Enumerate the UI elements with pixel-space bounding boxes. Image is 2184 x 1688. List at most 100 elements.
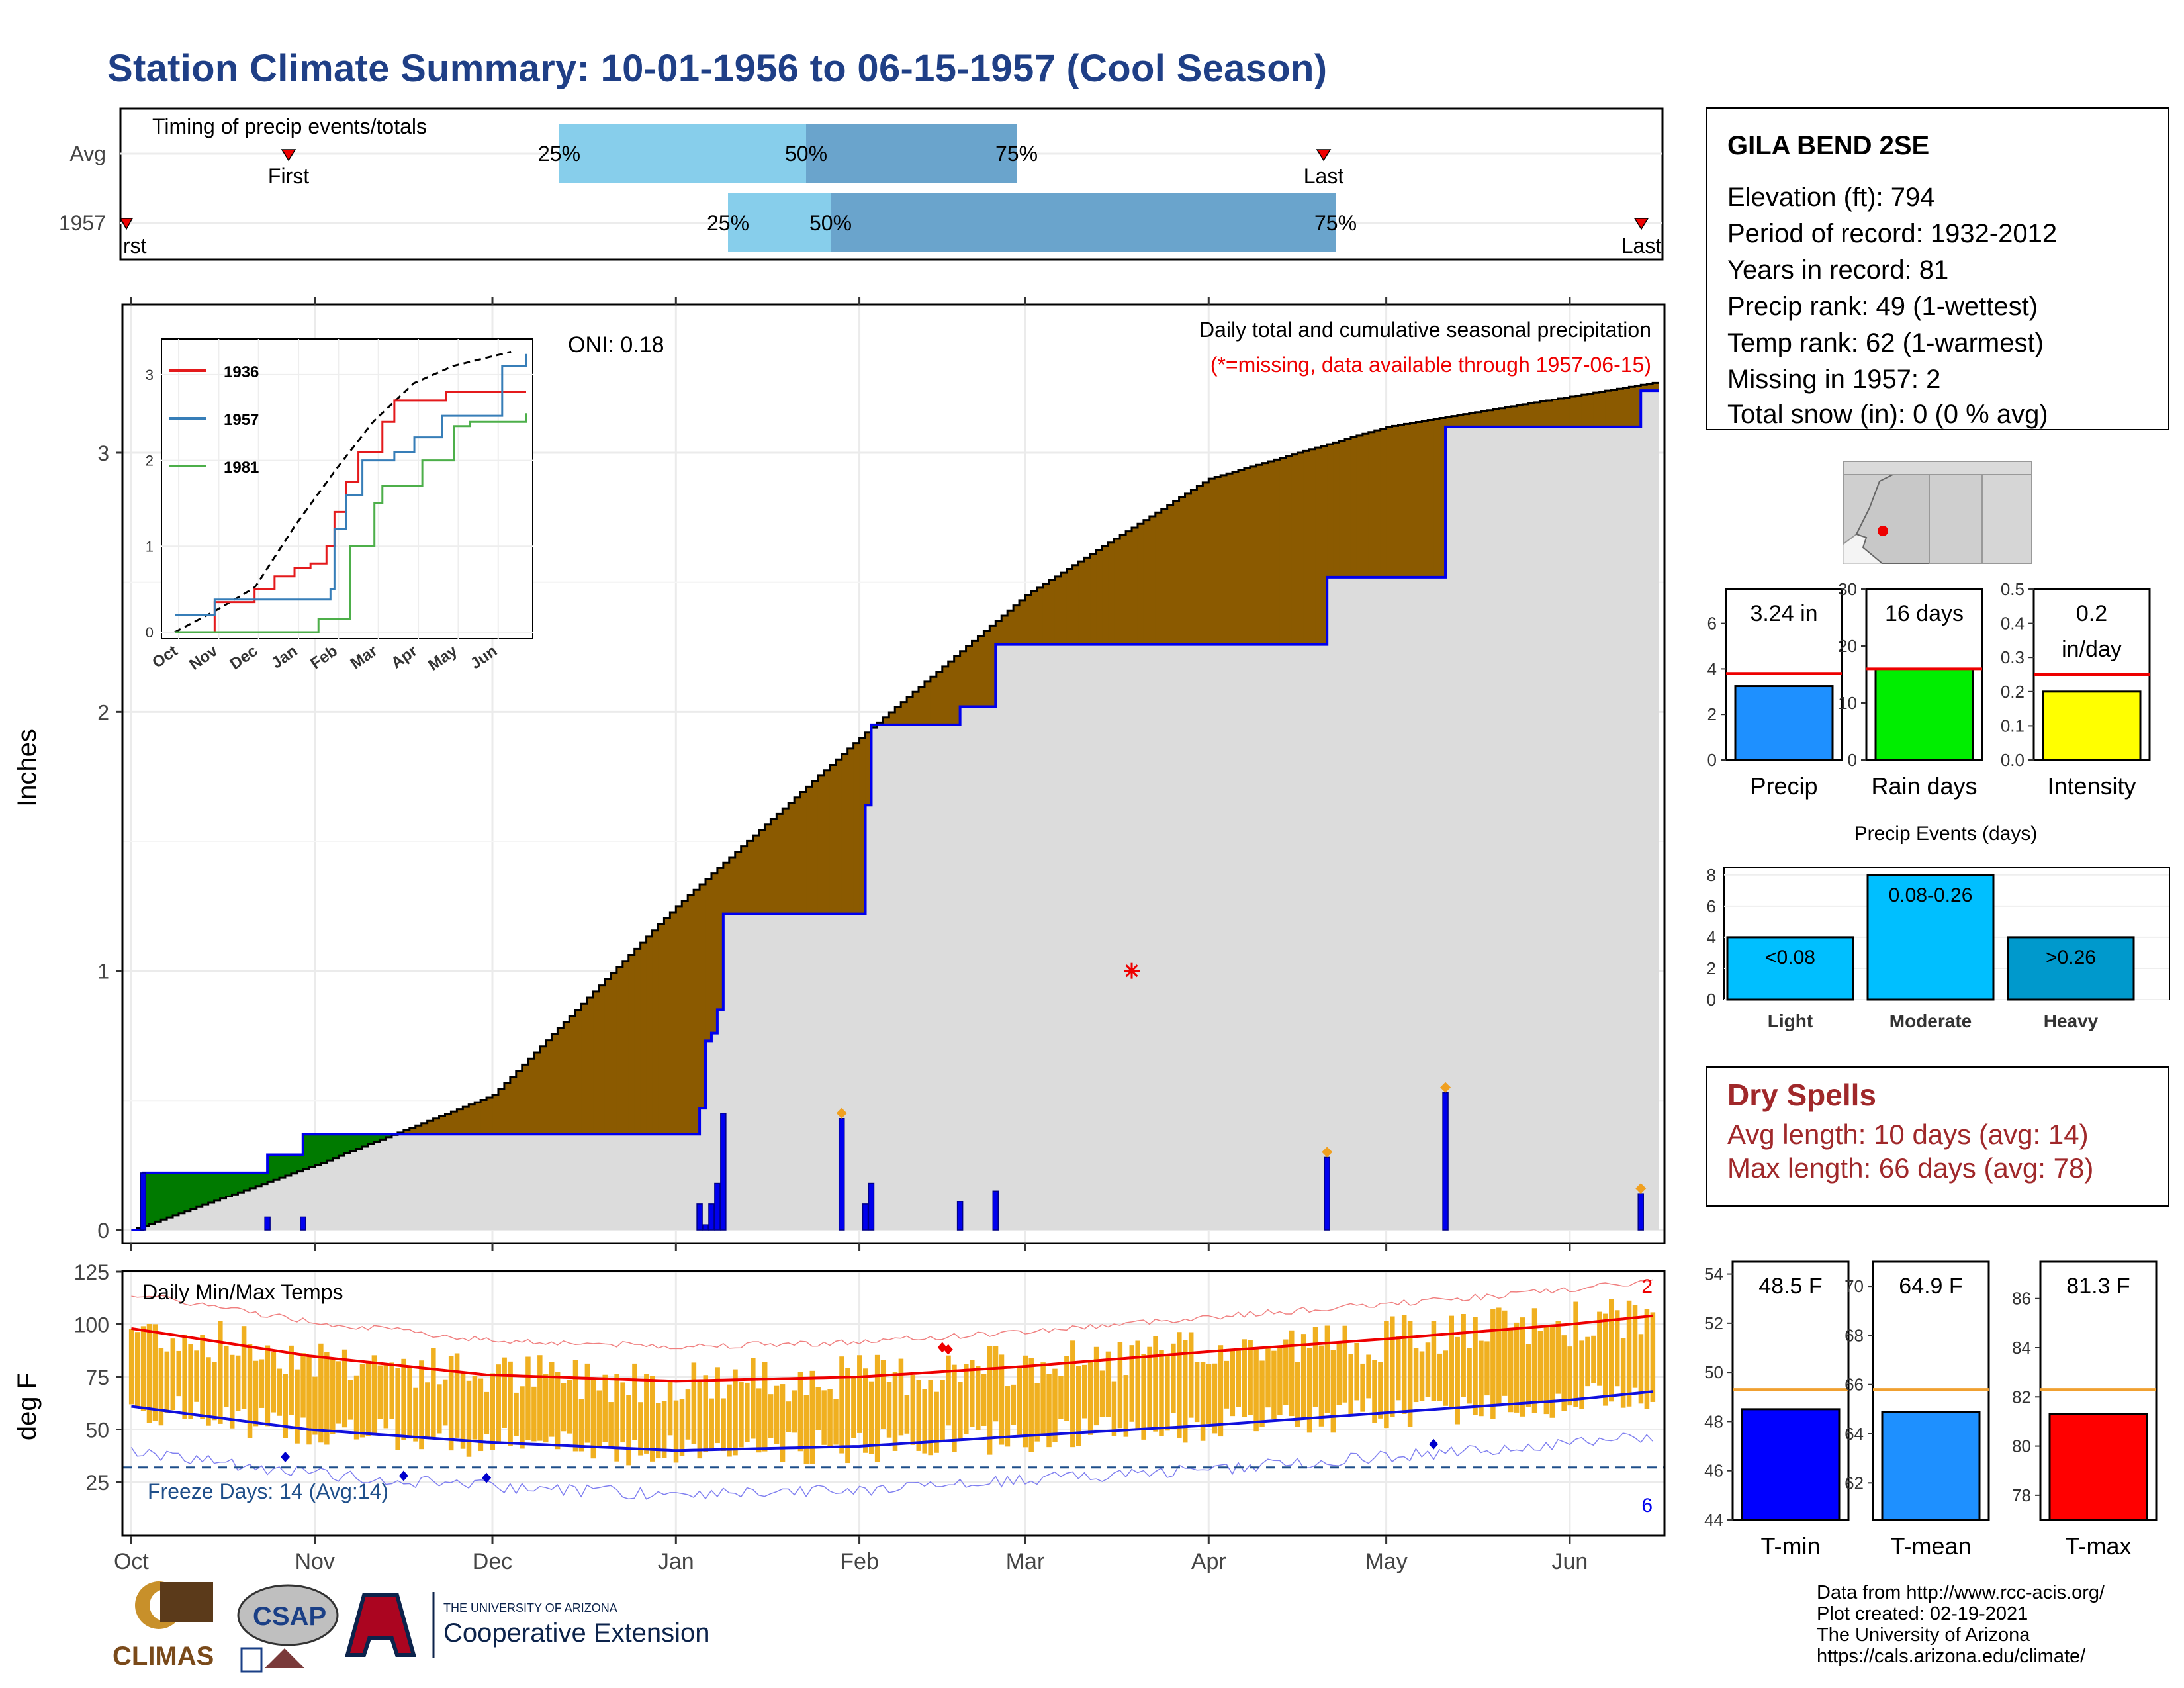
avg-fill-slice [380,1139,387,1230]
avg-fill-slice [1007,644,1014,1230]
daily-temp-range-bar [413,1387,418,1442]
daily-temp-range-bar [715,1367,720,1444]
surplus-slice [368,1134,375,1145]
deficit-slice [729,857,736,914]
daily-temp-range-bar [1194,1362,1200,1423]
daily-temp-range-bar [584,1363,590,1443]
panel-bar [1881,1411,1981,1521]
daily-temp-range-bar [502,1357,507,1428]
daily-temp-range-bar [312,1376,318,1435]
avg-fill-slice [1167,644,1174,1230]
avg-fill-slice [184,1211,191,1230]
precip-ytick-label: 2 [97,700,109,724]
surplus-slice [220,1172,227,1199]
panel-ytick-label: 86 [2012,1289,2031,1309]
deficit-slice [634,949,641,1135]
deficit-slice [510,1076,517,1135]
temp-chart: deg F 25 50 75 100 125 Oct Nov Dec Jan Feb Mar Apr… [13,1260,1666,1574]
daily-temp-range-bar [1573,1301,1578,1407]
avg-fill-slice [622,1134,629,1230]
avg-fill-slice [817,914,825,1230]
events-ytick-label: 0 [1707,990,1716,1009]
daily-temp-range-bar [1224,1360,1230,1409]
daily-temp-range-bar [1390,1316,1395,1417]
daily-temp-range-bar [241,1326,247,1409]
daily-temp-range-bar [555,1372,561,1450]
deficit-slice [469,1104,475,1135]
daily-temp-range-bar [514,1392,519,1436]
daily-temp-range-bar [496,1364,501,1443]
credit-university: The University of Arizona [1817,1624,2030,1646]
daily-temp-range-bar [1081,1364,1087,1419]
daily-temp-range-bar [1177,1332,1182,1438]
record-high-marker [943,1344,953,1355]
panel-axis-label: T-mean [1890,1532,1971,1560]
daily-temp-range-bar [1626,1300,1632,1407]
daily-temp-range-bar [454,1353,460,1438]
daily-precip-bar [862,1203,869,1231]
missing-data-marker [1124,962,1140,979]
avg-fill-slice [1078,644,1085,1230]
timing-chart: Timing of precip events/totals Avg 1957 … [59,107,1664,261]
panel-bar [2042,690,2142,761]
daily-temp-range-bar [1342,1325,1348,1403]
deficit-slice [1362,434,1369,577]
deficit-slice [924,681,931,725]
daily-temp-range-bar [1171,1343,1176,1413]
deficit-slice [1516,405,1523,427]
precip-ytick-label: 0 [97,1219,109,1243]
daily-temp-range-bar [152,1324,158,1421]
deficit-slice [498,1089,505,1135]
daily-precip-bar [1442,1092,1449,1231]
avg-fill-slice [954,724,961,1230]
daily-temp-range-bar [460,1373,466,1449]
deficit-slice [930,677,937,725]
avg-fill-slice [261,1184,268,1230]
timing-row-avg: Avg [69,142,106,165]
deficit-slice [1102,546,1109,645]
daily-temp-range-bar [892,1372,898,1451]
surplus-slice [250,1172,256,1188]
deficit-slice [587,998,594,1135]
daily-temp-range-bar [567,1380,572,1434]
oni-label: ONI: 0.18 [568,332,664,357]
stat-panel-t-min: 44 46 48 50 52 54 48.5 F T-min [1704,1260,1850,1560]
deficit-slice [1072,565,1079,645]
timing-1957-75: 75% [1314,211,1357,235]
daily-temp-range-bar [1318,1345,1324,1427]
month-label: May [1365,1549,1407,1574]
avg-fill-slice [1575,426,1582,1230]
deficit-slice [1647,383,1653,391]
daily-temp-range-bar [561,1383,567,1432]
timing-title: Timing of precip events/totals [152,115,427,138]
deficit-slice [1132,527,1138,645]
avg-fill-slice [1605,426,1612,1230]
events-bar-range: <0.08 [1765,947,1815,968]
panel-value-label: in/day [2062,637,2122,662]
events-category-label: Light [1768,1011,1813,1031]
deficit-slice [557,1028,564,1135]
events-ytick-label: 2 [1707,959,1716,978]
avg-fill-slice [1137,644,1144,1230]
avg-fill-slice [386,1137,392,1230]
deficit-slice [700,884,706,1109]
daily-temp-range-bar [857,1355,862,1433]
deficit-slice [670,912,676,1135]
deficit-slice [1463,414,1470,427]
avg-fill-slice [658,1134,665,1230]
avg-fill-slice [1623,426,1629,1230]
daily-temp-range-bar [1028,1358,1034,1452]
avg-max-temp-line [131,1314,1653,1383]
avg-fill-slice [1558,426,1565,1230]
deficit-slice [658,924,665,1135]
daily-temp-range-bar [1638,1334,1644,1404]
surplus-slice [380,1134,387,1140]
daily-temp-range-bar [697,1382,703,1459]
daily-temp-range-bar [1105,1351,1111,1417]
daily-temp-range-bar [271,1352,277,1413]
avg-fill-slice [895,724,901,1230]
avg-fill-slice [244,1190,250,1230]
avg-fill-slice [557,1134,564,1230]
heavy-event-marker [1440,1082,1451,1093]
daily-temp-range-bar [1348,1354,1353,1415]
